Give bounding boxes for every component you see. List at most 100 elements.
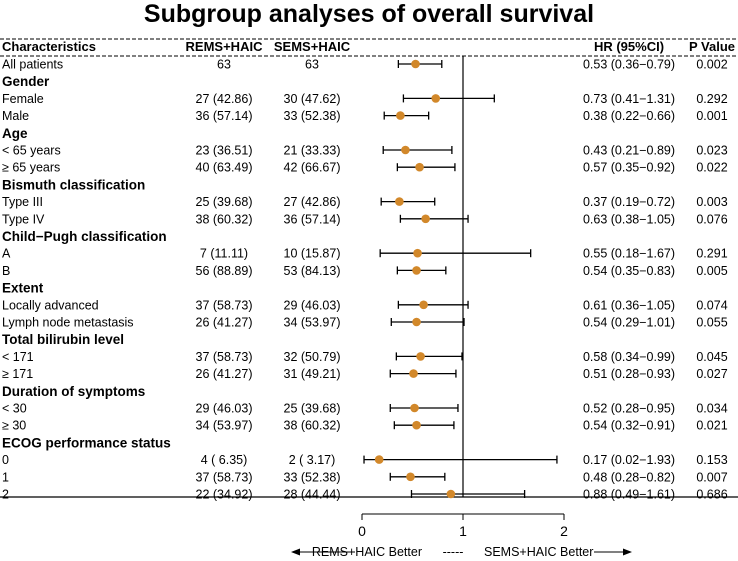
rems-haic-count: 27 (42.86) xyxy=(196,92,253,106)
sems-haic-count: 27 (42.86) xyxy=(284,195,341,209)
sems-haic-count: 63 xyxy=(305,58,319,72)
p-value: 0.022 xyxy=(696,161,727,175)
hr-point xyxy=(415,162,424,172)
p-value: 0.686 xyxy=(696,488,727,502)
p-value: 0.023 xyxy=(696,144,727,158)
hr-point xyxy=(421,214,430,224)
hr-point xyxy=(406,472,415,482)
hr-ci-value: 0.54 (0.32−0.91) xyxy=(583,419,675,433)
hr-ci-value: 0.54 (0.29−1.01) xyxy=(583,316,675,330)
sems-haic-count: 29 (46.03) xyxy=(284,298,341,312)
row-label: ≥ 171 xyxy=(2,367,33,381)
hr-ci-value: 0.53 (0.36−0.79) xyxy=(583,58,675,72)
header-rems-haic: REMS+HAIC xyxy=(186,39,264,54)
hr-ci-value: 0.48 (0.28−0.82) xyxy=(583,470,675,484)
sems-haic-count: 21 (33.33) xyxy=(284,144,341,158)
group-label: Child−Pugh classification xyxy=(2,229,167,244)
group-label: ECOG performance status xyxy=(2,435,171,450)
rems-haic-count: 4 ( 6.35) xyxy=(201,453,248,467)
hr-ci-value: 0.51 (0.28−0.93) xyxy=(583,367,675,381)
group-label: Age xyxy=(2,126,28,141)
group-label: Extent xyxy=(2,281,44,296)
row-label: Type III xyxy=(2,195,43,209)
sems-haic-count: 31 (49.21) xyxy=(284,367,341,381)
hr-point xyxy=(431,94,441,103)
row-label: Male xyxy=(2,109,29,123)
row-label: Locally advanced xyxy=(2,298,99,312)
hr-point xyxy=(419,300,428,310)
sems-haic-count: 53 (84.13) xyxy=(284,264,341,278)
group-label: Gender xyxy=(2,74,50,89)
sems-haic-count: 38 (60.32) xyxy=(284,419,341,433)
hr-point xyxy=(446,489,456,499)
row-label: B xyxy=(2,264,10,278)
row-label: Lymph node metastasis xyxy=(2,316,134,330)
p-value: 0.076 xyxy=(696,212,727,226)
sems-haic-count: 25 (39.68) xyxy=(284,402,341,416)
p-value: 0.002 xyxy=(696,58,727,72)
hr-ci-value: 0.37 (0.19−0.72) xyxy=(583,195,675,209)
rems-haic-count: 63 xyxy=(217,58,231,72)
hr-point xyxy=(409,369,418,378)
rems-haic-count: 25 (39.68) xyxy=(196,195,253,209)
hr-ci-value: 0.58 (0.34−0.99) xyxy=(583,350,675,364)
row-label: Type IV xyxy=(2,212,45,226)
p-value: 0.291 xyxy=(696,247,727,261)
row-label: A xyxy=(2,247,11,261)
rems-haic-count: 37 (58.73) xyxy=(196,470,253,484)
row-label: ≥ 30 xyxy=(2,419,26,433)
hr-point xyxy=(395,197,404,206)
hr-ci-value: 0.57 (0.35−0.92) xyxy=(583,161,675,175)
hr-point xyxy=(416,352,425,361)
sems-haic-count: 34 (53.97) xyxy=(284,316,341,330)
p-value: 0.005 xyxy=(696,264,727,278)
rems-haic-count: 56 (88.89) xyxy=(196,264,253,278)
rems-haic-count: 38 (60.32) xyxy=(196,212,253,226)
sems-haic-count: 30 (47.62) xyxy=(284,92,341,106)
p-value: 0.007 xyxy=(696,470,727,484)
hr-ci-value: 0.52 (0.28−0.95) xyxy=(583,402,675,416)
rems-haic-count: 22 (34.92) xyxy=(196,488,253,502)
p-value: 0.003 xyxy=(696,195,727,209)
footer-left-label: REMS+HAIC Better xyxy=(312,545,422,559)
sems-haic-count: 33 (52.38) xyxy=(284,470,341,484)
header-p-value: P Value xyxy=(689,39,735,54)
hr-point xyxy=(410,403,419,413)
p-value: 0.045 xyxy=(696,350,727,364)
hr-point xyxy=(412,317,421,327)
p-value: 0.021 xyxy=(696,419,727,433)
row-label: 2 xyxy=(2,488,9,502)
sems-haic-count: 32 (50.79) xyxy=(284,350,341,364)
group-label: Total bilirubin level xyxy=(2,332,124,347)
x-tick-label: 1 xyxy=(459,523,467,539)
x-tick-label: 2 xyxy=(560,523,568,539)
row-label: ≥ 65 years xyxy=(2,161,60,175)
sems-haic-count: 36 (57.14) xyxy=(284,212,341,226)
footer-right-label: SEMS+HAIC Better xyxy=(484,545,593,559)
rems-haic-count: 40 (63.49) xyxy=(196,161,253,175)
p-value: 0.074 xyxy=(696,298,727,312)
x-tick-label: 0 xyxy=(358,523,366,539)
hr-point xyxy=(411,59,420,69)
hr-point xyxy=(396,111,405,120)
p-value: 0.292 xyxy=(696,92,727,106)
hr-ci-value: 0.61 (0.36−1.05) xyxy=(583,298,675,312)
header-sems-haic: SEMS+HAIC xyxy=(274,39,351,54)
row-label: 0 xyxy=(2,453,9,467)
hr-point xyxy=(401,145,410,155)
rems-haic-count: 26 (41.27) xyxy=(196,367,253,381)
table-rows: All patients 63 63 0.53 (0.36−0.79) 0.002 Gen… xyxy=(2,58,728,502)
left-arrow-icon xyxy=(291,548,300,556)
hr-ci-value: 0.88 (0.49−1.61) xyxy=(583,488,675,502)
group-label: Duration of symptoms xyxy=(2,384,145,399)
row-label: < 30 xyxy=(2,402,27,416)
rems-haic-count: 36 (57.14) xyxy=(196,109,253,123)
rems-haic-count: 37 (58.73) xyxy=(196,298,253,312)
footer-dashes: ----- xyxy=(443,545,464,559)
group-label: Bismuth classification xyxy=(2,177,145,192)
header-characteristics: Characteristics xyxy=(2,39,96,54)
right-arrow-icon xyxy=(623,548,632,556)
hr-ci-value: 0.54 (0.35−0.83) xyxy=(583,264,675,278)
plot-marks xyxy=(363,59,558,499)
